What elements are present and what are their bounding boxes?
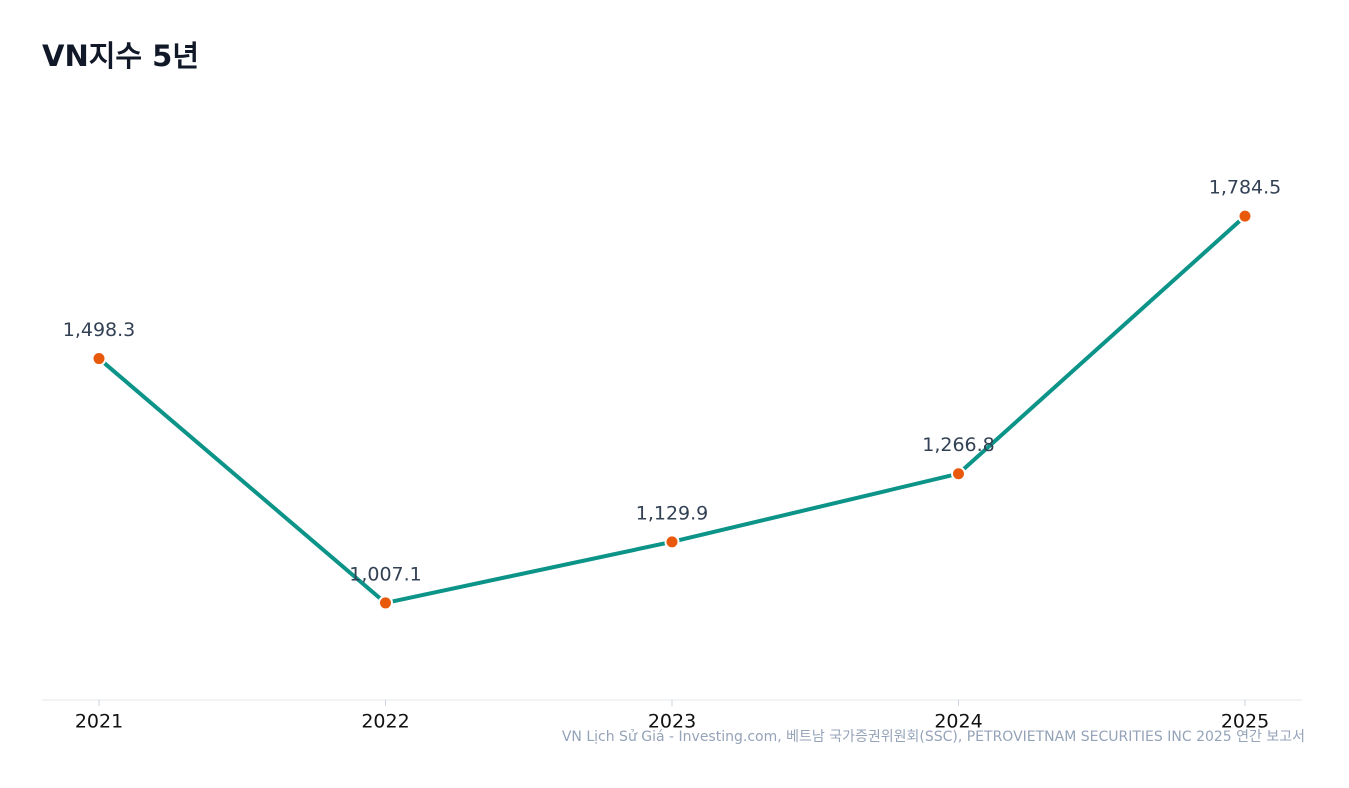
point [951, 466, 966, 482]
value-label: 1,129.9 [636, 502, 709, 524]
x-tick-label: 2024 [934, 711, 982, 733]
x-tick-label: 2022 [361, 711, 409, 733]
x-tick-label: 2021 [75, 711, 123, 733]
point [1237, 208, 1253, 224]
point [378, 595, 393, 611]
x-tick-label: 2025 [1221, 711, 1269, 733]
chart-title: VN지수 5년 [42, 39, 199, 73]
value-label: 1,266.8 [922, 434, 995, 456]
point [664, 534, 680, 550]
source-note: VN Lịch Sử Giá - Investing.com, 베트남 국가증권… [562, 729, 1305, 745]
value-label: 1,007.1 [349, 563, 422, 585]
x-tick-label: 2023 [648, 711, 696, 733]
value-label: 1,498.3 [63, 319, 136, 341]
point [91, 351, 107, 367]
value-label: 1,784.5 [1209, 177, 1282, 199]
